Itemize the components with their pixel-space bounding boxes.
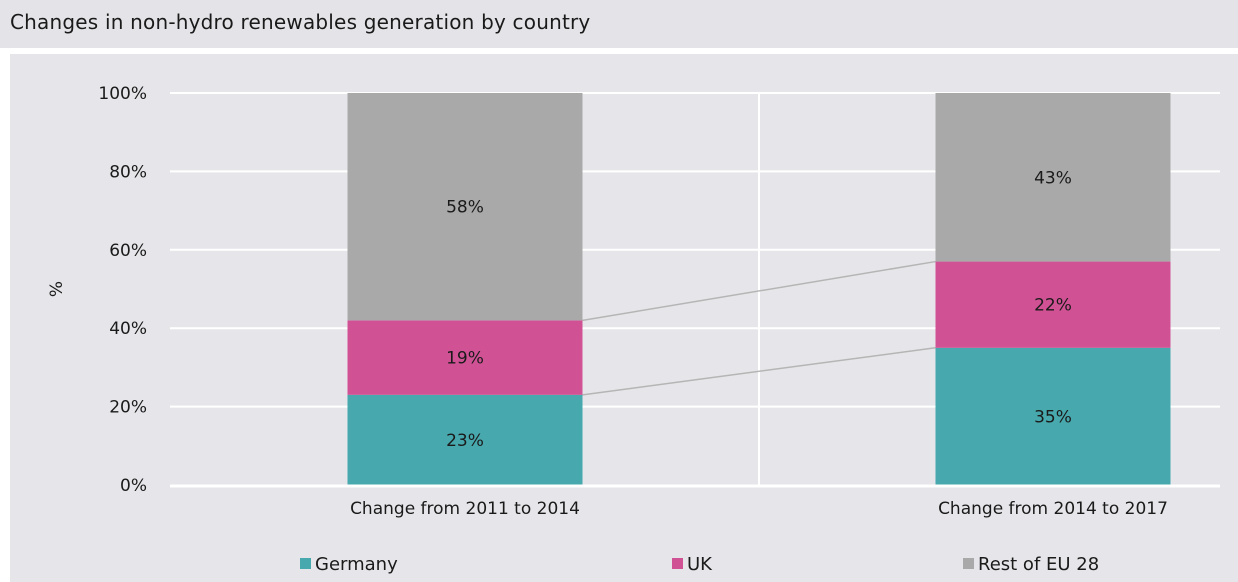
y-tick-label: 100% [98, 84, 147, 104]
connector-layer [582, 260, 936, 396]
title-band [0, 0, 1238, 48]
y-tick-label: 60% [109, 241, 147, 261]
y-tick-label: 0% [120, 476, 147, 496]
bar-segment-rest-of-eu-28 [935, 93, 1171, 262]
legend-label: Rest of EU 28 [978, 554, 1099, 575]
bar-segment-rest-of-eu-28 [347, 93, 583, 321]
data-label: 43% [1034, 168, 1072, 188]
connector-line [582, 260, 936, 322]
bar-segment-uk [347, 320, 583, 395]
x-tick-label: Change from 2014 to 2017 [938, 499, 1168, 519]
chart-title: Changes in non-hydro renewables generati… [10, 10, 591, 34]
bar-segment-germany [347, 394, 583, 485]
bar-segment-uk [935, 261, 1171, 348]
bar-segment-germany [935, 347, 1171, 485]
data-label: 19% [446, 349, 484, 369]
axis-layer: 0% 20% 40% 60% 80% 100%% Change from 2011 to 2… [47, 84, 1220, 519]
legend-layer: Germany UK Rest of EU 28 [300, 554, 1099, 575]
y-axis-title: % [47, 281, 67, 297]
legend-swatch [672, 558, 683, 569]
legend-swatch [300, 558, 311, 569]
data-label: 22% [1034, 296, 1072, 316]
legend-label: Germany [315, 554, 398, 575]
y-tick-label: 20% [109, 398, 147, 418]
y-tick-label: 40% [109, 319, 147, 339]
legend-swatch [963, 558, 974, 569]
y-tick-label: 80% [109, 162, 147, 182]
x-tick-label: Change from 2011 to 2014 [350, 499, 580, 519]
data-label: 58% [446, 198, 484, 218]
data-label: 23% [446, 431, 484, 451]
label-layer: 23% 19% 58% 35% 22% 43% [446, 168, 1072, 451]
legend-label: UK [687, 554, 713, 575]
bar-layer [347, 93, 1171, 485]
data-label: 35% [1034, 407, 1072, 427]
connector-line [582, 347, 936, 396]
